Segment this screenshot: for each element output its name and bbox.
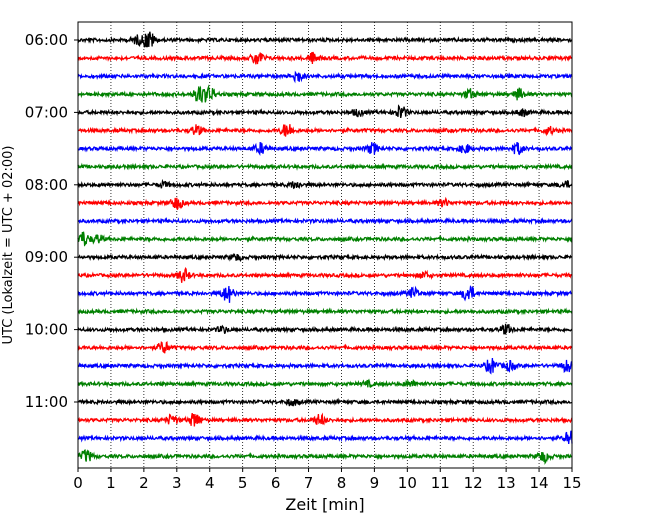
- trace-0715: [77, 124, 573, 137]
- y-tick-label: 11:00: [25, 393, 68, 411]
- y-axis-ticks: 06:00 07:00 08:00 09:00 10:00 11:00: [25, 31, 78, 411]
- trace-1115: [77, 412, 573, 427]
- x-tick-label: 5: [238, 474, 248, 492]
- x-tick-label: 2: [139, 474, 149, 492]
- trace-0730: [77, 141, 573, 156]
- x-tick-label: 15: [562, 474, 581, 492]
- y-tick-label: 10:00: [25, 321, 68, 339]
- x-tick-label: 4: [205, 474, 215, 492]
- x-tick-label: 9: [370, 474, 380, 492]
- x-tick-label: 6: [271, 474, 281, 492]
- y-tick-label: 08:00: [25, 176, 68, 194]
- x-axis-ticks: 0 1 2 3 4 5 6 7 8 9 10 11 12 13 14 15: [73, 468, 582, 492]
- trace-0830: [77, 216, 573, 226]
- x-tick-label: 11: [431, 474, 450, 492]
- trace-series-group: [77, 31, 573, 465]
- trace-0700: [77, 104, 573, 119]
- trace-0600: [77, 31, 573, 48]
- trace-0945: [77, 307, 573, 316]
- y-tick-label: 09:00: [25, 248, 68, 266]
- trace-1100: [77, 397, 573, 407]
- x-tick-label: 10: [398, 474, 417, 492]
- x-tick-label: 12: [464, 474, 483, 492]
- plot-frame: [77, 21, 573, 469]
- x-tick-label: 14: [530, 474, 549, 492]
- trace-0845: [77, 231, 573, 247]
- y-tick-label: 07:00: [25, 103, 68, 121]
- trace-0930: [77, 285, 573, 303]
- trace-1145: [77, 449, 573, 465]
- x-axis-label: Zeit [min]: [285, 495, 364, 514]
- trace-0800: [77, 178, 573, 190]
- trace-0630: [77, 70, 573, 84]
- x-tick-label: 3: [172, 474, 182, 492]
- x-tick-label: 0: [73, 474, 83, 492]
- trace-0900: [77, 253, 573, 263]
- trace-1030: [77, 357, 573, 375]
- y-axis-label: UTC (Lokalzeit = UTC + 02:00): [1, 146, 16, 345]
- trace-1015: [77, 341, 573, 354]
- trace-0615: [77, 51, 573, 65]
- x-tick-label: 7: [304, 474, 314, 492]
- x-tick-label: 13: [497, 474, 516, 492]
- trace-1130: [77, 430, 573, 444]
- trace-1000: [77, 323, 573, 335]
- trace-1045: [77, 378, 573, 388]
- trace-0745: [77, 162, 573, 171]
- x-tick-label: 8: [337, 474, 347, 492]
- x-tick-label: 1: [106, 474, 116, 492]
- vertical-grid: [110, 22, 540, 468]
- y-tick-label: 06:00: [25, 31, 68, 49]
- trace-0645: [77, 84, 573, 103]
- trace-0815: [77, 196, 573, 210]
- trace-0915: [77, 267, 572, 283]
